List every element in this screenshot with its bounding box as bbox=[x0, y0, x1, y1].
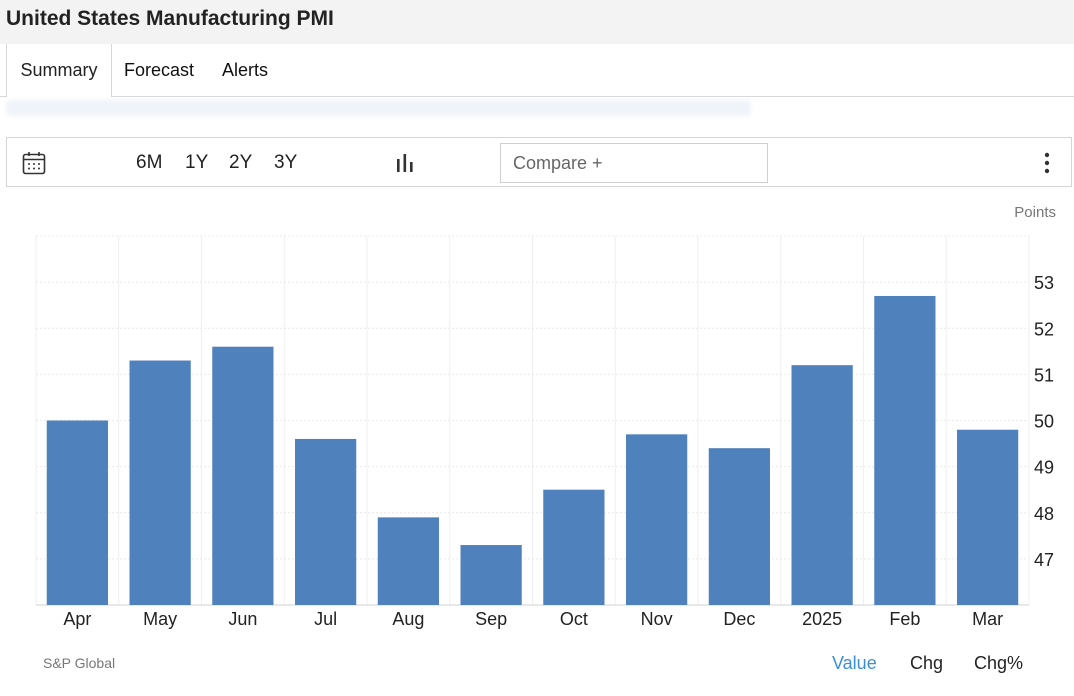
y-tick-label: 51 bbox=[1034, 365, 1054, 385]
y-tick-label: 48 bbox=[1034, 504, 1054, 524]
tab-summary[interactable]: Summary bbox=[6, 44, 112, 97]
y-tick-label: 52 bbox=[1034, 319, 1054, 339]
bar[interactable] bbox=[874, 295, 936, 605]
bar-chart-icon[interactable] bbox=[395, 153, 415, 173]
range-1y-button[interactable]: 1Y bbox=[185, 152, 209, 173]
y-tick-label: 47 bbox=[1034, 550, 1054, 570]
bar[interactable] bbox=[377, 517, 439, 605]
range-6m-button[interactable]: 6M bbox=[136, 152, 163, 173]
bar-chart: 47 48 49 50 51 52 53 Points Apr May Jun Jul Aug Sep Oc… bbox=[35, 204, 1056, 629]
page-title: United States Manufacturing PMI bbox=[6, 7, 334, 30]
more-vertical-icon[interactable] bbox=[1043, 152, 1051, 174]
source-label: S&P Global bbox=[43, 655, 116, 671]
x-tick-label: Aug bbox=[392, 609, 424, 629]
x-tick-label: 2025 bbox=[802, 609, 842, 629]
bar[interactable] bbox=[708, 448, 770, 605]
title-bar: United States Manufacturing PMI bbox=[0, 0, 1074, 45]
bar[interactable] bbox=[46, 420, 108, 606]
bar[interactable] bbox=[543, 489, 605, 605]
y-tick-label: 50 bbox=[1034, 412, 1054, 432]
bar[interactable] bbox=[212, 346, 274, 605]
x-tick-label: May bbox=[143, 609, 177, 629]
x-tick-label: Jun bbox=[228, 609, 257, 629]
range-3y-button[interactable]: 3Y bbox=[274, 152, 298, 173]
x-tick-label: Mar bbox=[972, 609, 1003, 629]
bar[interactable] bbox=[791, 365, 853, 605]
tab-forecast[interactable]: Forecast bbox=[124, 60, 195, 80]
mode-chg-button[interactable]: Chg bbox=[910, 653, 944, 673]
bar[interactable] bbox=[460, 545, 522, 605]
x-tick-label: Nov bbox=[641, 609, 673, 629]
x-tick-label: Apr bbox=[63, 609, 91, 629]
y-axis-unit-label: Points bbox=[1014, 204, 1056, 221]
mode-value-button[interactable]: Value bbox=[832, 653, 877, 673]
chart-toolbar: 6M 1Y 2Y 3Y Compare + bbox=[6, 137, 1072, 187]
calendar-icon[interactable] bbox=[22, 151, 46, 175]
y-tick-label: 53 bbox=[1034, 273, 1054, 293]
bar[interactable] bbox=[129, 360, 191, 605]
y-tick-label: 49 bbox=[1034, 458, 1054, 478]
chart-panel: 47 48 49 50 51 52 53 Points Apr May Jun Jul Aug Sep Oc… bbox=[6, 188, 1072, 696]
x-tick-label: Jul bbox=[314, 609, 337, 629]
x-tick-label: Feb bbox=[889, 609, 920, 629]
blurred-summary-text bbox=[6, 100, 751, 116]
x-tick-label: Dec bbox=[723, 609, 755, 629]
mode-chg-pct-button[interactable]: Chg% bbox=[974, 653, 1024, 673]
tab-alerts[interactable]: Alerts bbox=[222, 60, 269, 80]
x-tick-label: Sep bbox=[475, 609, 507, 629]
bar[interactable] bbox=[957, 429, 1019, 605]
bar[interactable] bbox=[295, 438, 357, 605]
range-2y-button[interactable]: 2Y bbox=[229, 152, 253, 173]
tab-bar: Summary Forecast Alerts bbox=[0, 44, 1074, 97]
compare-input[interactable]: Compare + bbox=[500, 143, 768, 183]
x-tick-label: Oct bbox=[560, 609, 588, 629]
bar[interactable] bbox=[626, 434, 688, 605]
